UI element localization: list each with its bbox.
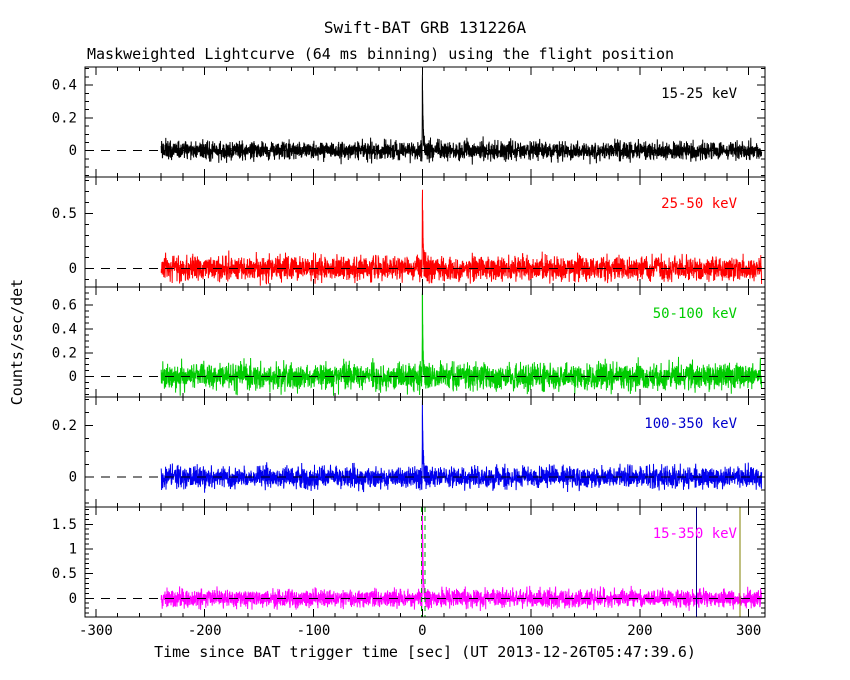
y-tick-label: 0.2 <box>52 345 77 361</box>
panel-50-100-kev: 0 0.2 0.4 0.6 50-100 keV <box>52 286 766 398</box>
panel-frame <box>84 66 766 178</box>
y-tick-label: 0 <box>69 591 77 607</box>
y-axis-label: Counts/sec/det <box>8 279 26 405</box>
y-tick-label: 0.6 <box>52 297 77 313</box>
energy-band-label: 15-25 keV <box>661 86 737 102</box>
panel-frame <box>84 396 766 508</box>
y-tick-label: 0.2 <box>52 418 77 434</box>
x-tick-label: 100 <box>518 623 543 639</box>
energy-band-label: 100-350 keV <box>644 416 737 432</box>
x-axis-label: Time since BAT trigger time [sec] (UT 20… <box>154 643 696 661</box>
panel-15-350-kev: -300 -200 -100 0 100 200 300 0 0.5 1 1.5 15-350 keV <box>52 506 766 639</box>
x-tick-label: -100 <box>297 623 331 639</box>
energy-band-label: 50-100 keV <box>653 306 738 322</box>
x-tick-label: 300 <box>736 623 761 639</box>
lightcurve-trace <box>160 288 763 396</box>
panel-100-350-kev: 0 0.2 100-350 keV <box>52 396 766 508</box>
y-tick-label: 1.5 <box>52 517 77 533</box>
energy-band-label: 15-350 keV <box>653 526 738 542</box>
y-tick-label: 0.4 <box>52 78 77 94</box>
panel-25-50-kev: 0 0.5 25-50 keV <box>52 176 766 288</box>
y-tick-label: 1 <box>69 541 77 557</box>
x-tick-label: 0 <box>418 623 426 639</box>
panel-frame <box>84 506 766 618</box>
y-tick-label: 0.5 <box>52 206 77 222</box>
x-tick-label: -200 <box>188 623 222 639</box>
chart-subtitle: Maskweighted Lightcurve (64 ms binning) … <box>87 45 674 63</box>
y-tick-label: 0.2 <box>52 110 77 126</box>
y-tick-label: 0 <box>69 369 77 385</box>
y-tick-label: 0 <box>69 143 77 159</box>
chart-title: Swift-BAT GRB 131226A <box>324 18 527 37</box>
y-tick-label: 0.5 <box>52 566 77 582</box>
lightcurve-trace <box>160 513 762 612</box>
x-tick-label: 200 <box>627 623 652 639</box>
y-tick-label: 0 <box>69 261 77 277</box>
y-tick-label: 0 <box>69 470 77 486</box>
lightcurve-trace <box>160 400 763 493</box>
panels-group: 0 0.2 0.4 15-25 keV 0 0.5 25-50 keV 0 0.2 0.4 0.6 5… <box>52 66 766 639</box>
lightcurve-trace <box>160 189 763 286</box>
y-tick-label: 0.4 <box>52 321 77 337</box>
x-tick-label: -300 <box>79 623 113 639</box>
panel-15-25-kev: 0 0.2 0.4 15-25 keV <box>52 66 766 178</box>
energy-band-label: 25-50 keV <box>661 196 737 212</box>
